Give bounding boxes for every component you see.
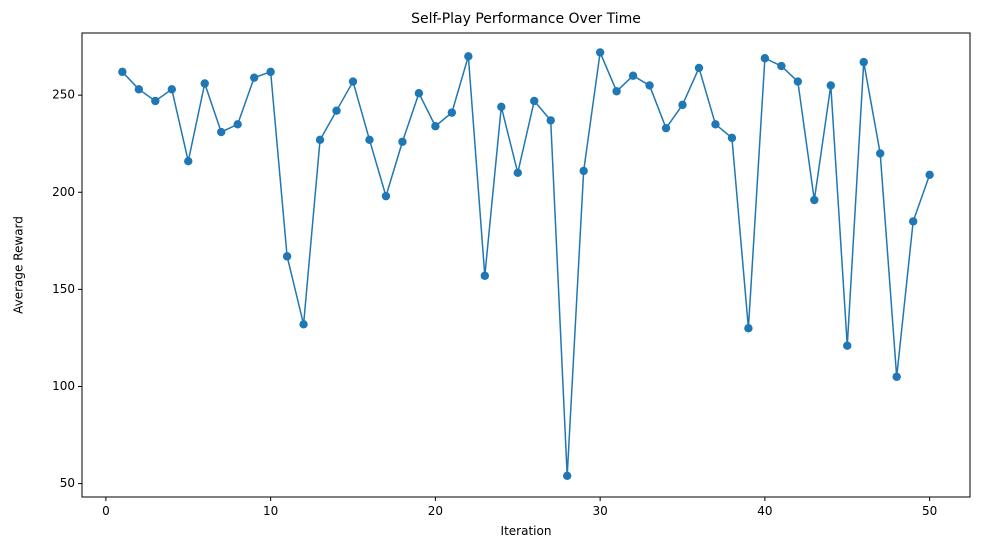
data-point: [464, 52, 473, 61]
data-point: [876, 149, 885, 158]
data-point: [744, 324, 753, 333]
data-point: [398, 137, 407, 146]
series-average-reward: [118, 48, 934, 481]
data-point: [365, 135, 374, 145]
x-axis: 0 10 20 30 40 50: [102, 497, 937, 518]
data-point: [859, 57, 868, 67]
data-point: [645, 81, 654, 90]
data-point: [892, 372, 901, 381]
x-tick-label: 20: [428, 504, 443, 518]
data-point: [546, 116, 555, 125]
data-point: [184, 156, 193, 166]
data-point: [167, 85, 176, 94]
data-point: [151, 96, 160, 106]
data-point: [595, 48, 605, 57]
data-point: [694, 63, 704, 73]
data-point: [711, 120, 720, 129]
data-point: [793, 77, 803, 86]
data-point: [810, 195, 819, 205]
x-tick-label: 0: [102, 504, 110, 518]
y-tick-label: 200: [52, 185, 75, 199]
data-point: [348, 77, 358, 86]
x-tick-label: 40: [757, 504, 772, 518]
data-point: [562, 471, 572, 481]
y-axis-label: Average Reward: [12, 216, 26, 314]
data-point: [760, 54, 770, 63]
data-point: [612, 87, 621, 96]
data-point: [217, 127, 226, 137]
x-tick-label: 10: [263, 504, 278, 518]
y-tick-label: 50: [60, 476, 75, 490]
data-point: [315, 135, 325, 145]
x-axis-label: Iteration: [501, 524, 552, 538]
data-point: [249, 73, 259, 82]
data-point: [332, 106, 341, 115]
data-point: [431, 122, 440, 131]
plot-frame: [81, 32, 971, 498]
data-point: [233, 120, 242, 129]
data-point: [826, 81, 835, 90]
data-point: [282, 252, 292, 261]
y-axis: 50 100 150 200 250: [52, 88, 82, 490]
data-point: [266, 67, 275, 77]
data-point: [134, 85, 144, 94]
data-point: [628, 71, 638, 80]
data-point: [299, 320, 308, 329]
data-point: [579, 166, 588, 176]
data-point: [777, 61, 786, 71]
data-point: [381, 191, 391, 201]
x-tick-label: 50: [922, 504, 937, 518]
data-point: [497, 102, 506, 112]
y-tick-label: 100: [52, 379, 75, 393]
x-tick-label: 30: [592, 504, 607, 518]
data-point: [661, 123, 671, 133]
data-point: [678, 100, 687, 110]
data-point: [727, 133, 737, 143]
data-point: [414, 89, 424, 98]
y-tick-label: 150: [52, 282, 75, 296]
data-point: [480, 271, 490, 280]
data-point: [447, 108, 457, 117]
data-point: [908, 217, 918, 226]
chart-title: Self-Play Performance Over Time: [411, 11, 641, 27]
y-tick-label: 250: [52, 88, 75, 102]
data-point: [925, 170, 934, 179]
data-point: [200, 79, 209, 88]
data-point: [118, 67, 127, 77]
data-point: [513, 168, 522, 178]
data-point: [530, 96, 539, 106]
data-point: [843, 341, 852, 350]
series-line: [121, 51, 931, 477]
